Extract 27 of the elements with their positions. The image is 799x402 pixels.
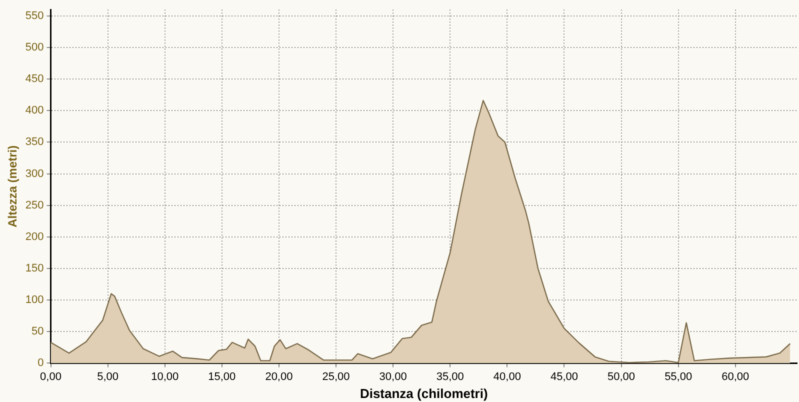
x-tick-label: 25,00 [322,370,350,383]
y-tick-label: 500 [25,42,44,54]
x-tick-label: 20,00 [265,370,293,383]
y-tick-label: 100 [25,294,44,306]
x-tick-label: 50,00 [608,370,636,383]
x-tick-label: 10,00 [151,370,179,383]
x-tick-label: 40,00 [493,370,521,383]
x-tick-label: 55,00 [664,370,692,383]
y-tick-label: 50 [32,326,44,338]
x-tick-label: 0,00 [40,370,62,383]
y-axis-title: Altezza (metri) [6,145,20,228]
y-tick-label: 350 [25,136,44,148]
x-tick-label: 5,00 [97,370,119,383]
y-tick-label: 200 [25,230,44,243]
y-tick-label: 550 [25,10,44,22]
x-tick-label: 30,00 [379,370,407,383]
x-tick-label: 15,00 [208,370,236,383]
x-tick-label: 35,00 [436,370,464,383]
y-tick-label: 0 [38,357,44,370]
y-tick-label: 250 [25,199,44,212]
y-tick-label: 150 [25,262,44,275]
x-tick-label: 45,00 [550,370,578,383]
x-axis-title: Distanza (chilometri) [360,386,488,401]
y-tick-label: 400 [25,104,44,117]
x-tick-label: 60,00 [722,370,750,383]
y-tick-label: 450 [25,73,44,86]
y-tick-label: 300 [25,168,44,180]
